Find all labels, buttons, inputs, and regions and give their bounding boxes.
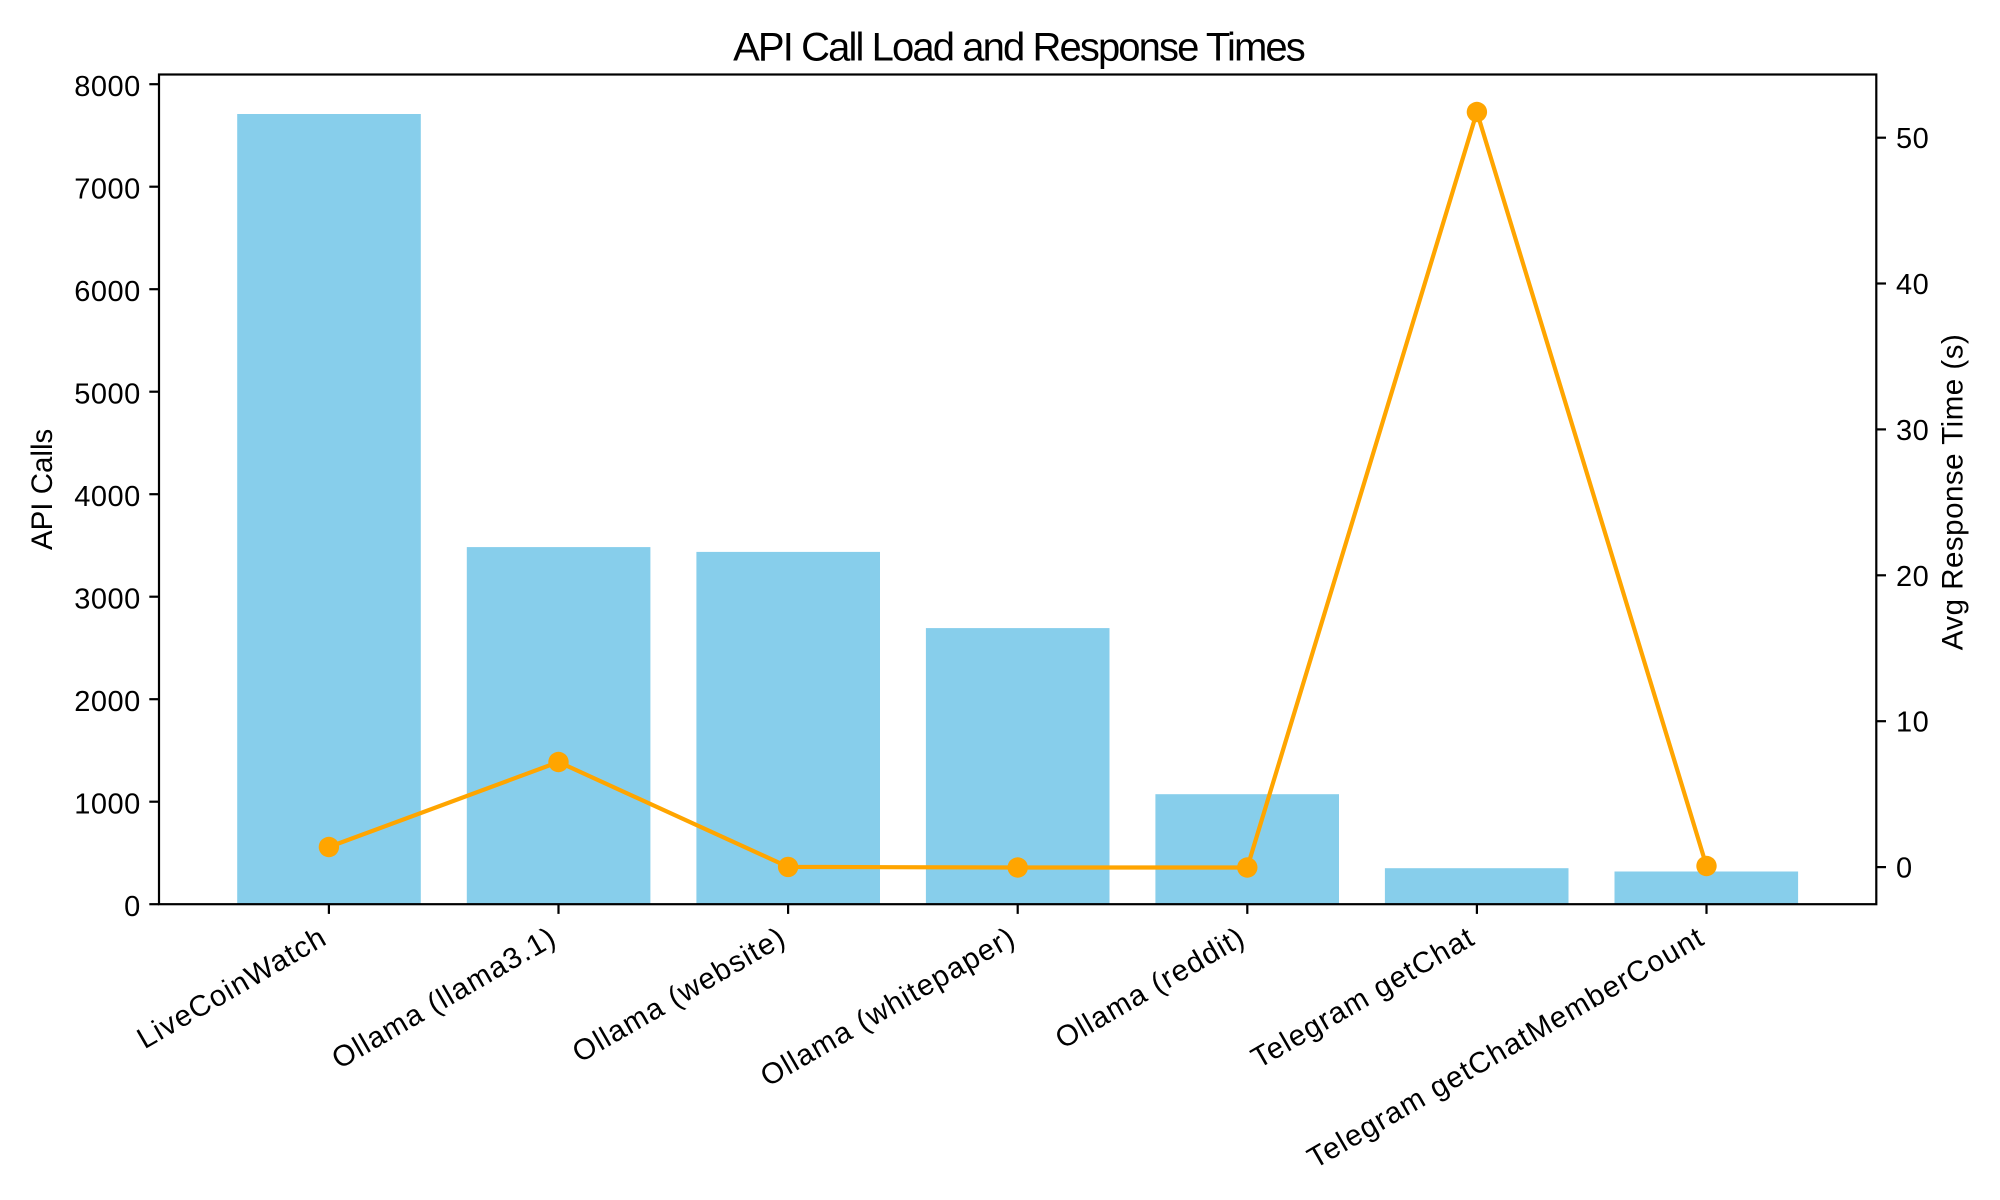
svg-text:3000: 3000 — [74, 584, 141, 616]
svg-text:0: 0 — [124, 891, 141, 923]
svg-text:7000: 7000 — [74, 174, 141, 206]
svg-text:8000: 8000 — [74, 71, 141, 103]
svg-text:40: 40 — [1896, 269, 1929, 301]
svg-text:API Calls: API Calls — [26, 429, 59, 550]
svg-text:30: 30 — [1896, 415, 1929, 447]
svg-text:4000: 4000 — [74, 481, 141, 513]
svg-text:6000: 6000 — [74, 276, 141, 308]
svg-text:1000: 1000 — [74, 789, 141, 821]
svg-text:10: 10 — [1896, 707, 1929, 739]
svg-text:2000: 2000 — [74, 686, 141, 718]
svg-text:0: 0 — [1896, 853, 1913, 885]
svg-text:50: 50 — [1896, 123, 1929, 155]
svg-text:20: 20 — [1896, 561, 1929, 593]
svg-text:5000: 5000 — [74, 379, 141, 411]
svg-text:API Call Load and Response Tim: API Call Load and Response Times — [733, 26, 1305, 70]
svg-text:Avg Response Time (s): Avg Response Time (s) — [1937, 334, 1970, 651]
